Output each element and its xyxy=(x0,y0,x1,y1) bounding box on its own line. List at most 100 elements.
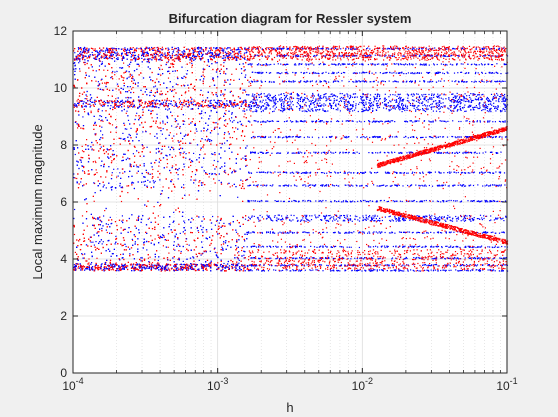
bifurcation-point xyxy=(100,165,102,167)
bifurcation-point xyxy=(79,159,81,161)
bifurcation-point xyxy=(147,200,149,202)
bifurcation-point xyxy=(139,164,141,166)
bifurcation-point xyxy=(95,140,97,142)
bifurcation-point xyxy=(166,61,168,64)
bifurcation-point xyxy=(116,224,118,227)
bifurcation-point xyxy=(117,57,119,59)
bifurcation-point xyxy=(73,226,75,228)
bifurcation-point xyxy=(168,146,170,148)
bifurcation-point xyxy=(91,266,93,268)
bifurcation-point xyxy=(82,222,84,224)
bifurcation-point xyxy=(134,48,136,50)
bifurcation-point xyxy=(81,100,84,102)
bifurcation-point xyxy=(196,130,198,132)
bifurcation-point xyxy=(131,52,134,54)
bifurcation-point xyxy=(191,66,193,68)
bifurcation-point xyxy=(114,103,116,105)
bifurcation-point xyxy=(243,257,245,259)
bifurcation-point xyxy=(235,127,237,129)
bifurcation-point xyxy=(73,173,75,175)
bifurcation-point xyxy=(138,232,140,234)
bifurcation-point xyxy=(222,265,224,267)
bifurcation-point xyxy=(190,231,192,234)
bifurcation-point xyxy=(73,233,76,236)
bifurcation-point xyxy=(234,269,236,271)
bifurcation-point xyxy=(233,54,235,56)
bifurcation-point xyxy=(207,128,209,130)
bifurcation-point xyxy=(215,62,217,64)
bifurcation-point xyxy=(126,110,128,112)
bifurcation-point xyxy=(134,82,136,84)
bifurcation-point xyxy=(125,249,127,251)
bifurcation-point xyxy=(141,48,143,51)
bifurcation-point xyxy=(218,119,220,121)
bifurcation-point xyxy=(161,145,164,147)
bifurcation-point xyxy=(179,60,181,62)
bifurcation-point xyxy=(116,70,118,73)
bifurcation-point xyxy=(213,47,215,49)
bifurcation-point xyxy=(164,145,166,147)
bifurcation-point xyxy=(242,183,244,185)
bifurcation-point xyxy=(161,193,163,195)
bifurcation-point xyxy=(159,265,161,267)
bifurcation-point xyxy=(73,85,75,87)
bifurcation-point xyxy=(246,246,248,248)
bifurcation-point xyxy=(160,48,162,50)
bifurcation-point xyxy=(158,256,160,258)
bifurcation-point xyxy=(186,100,188,102)
bifurcation-point xyxy=(229,144,231,146)
bifurcation-point xyxy=(103,166,105,168)
bifurcation-point xyxy=(237,269,239,271)
bifurcation-point xyxy=(201,220,203,222)
bifurcation-point xyxy=(74,59,76,61)
bifurcation-point xyxy=(74,103,76,105)
bifurcation-point xyxy=(100,105,102,107)
bifurcation-point xyxy=(152,94,154,96)
bifurcation-point xyxy=(226,140,228,142)
bifurcation-point xyxy=(99,138,101,141)
bifurcation-point xyxy=(175,155,177,157)
bifurcation-point xyxy=(220,226,222,228)
bifurcation-point xyxy=(197,55,199,57)
bifurcation-point xyxy=(167,259,169,261)
bifurcation-point xyxy=(245,117,247,119)
bifurcation-point xyxy=(155,159,157,161)
bifurcation-point xyxy=(185,240,187,242)
bifurcation-point xyxy=(173,244,175,246)
bifurcation-point xyxy=(200,51,202,53)
bifurcation-point xyxy=(157,170,159,172)
bifurcation-point xyxy=(201,229,203,231)
bifurcation-point xyxy=(188,50,191,52)
bifurcation-point xyxy=(227,263,229,265)
bifurcation-point xyxy=(124,153,126,155)
bifurcation-point xyxy=(172,140,174,142)
bifurcation-point xyxy=(242,130,244,132)
bifurcation-point xyxy=(166,257,169,259)
bifurcation-point xyxy=(173,135,175,137)
bifurcation-point xyxy=(115,48,117,50)
bifurcation-point xyxy=(142,145,144,147)
bifurcation-point xyxy=(184,142,187,144)
bifurcation-point xyxy=(82,254,84,256)
bifurcation-point xyxy=(134,60,136,62)
bifurcation-point xyxy=(171,125,173,127)
bifurcation-point xyxy=(77,98,79,101)
bifurcation-point xyxy=(126,48,128,51)
bifurcation-point xyxy=(130,61,132,63)
bifurcation-point xyxy=(177,52,179,54)
bifurcation-point xyxy=(165,55,167,57)
bifurcation-point xyxy=(149,256,151,258)
bifurcation-point xyxy=(137,107,139,109)
bifurcation-point xyxy=(142,107,144,109)
bifurcation-point xyxy=(94,76,96,78)
bifurcation-point xyxy=(243,264,245,266)
bifurcation-point xyxy=(195,246,197,248)
bifurcation-point xyxy=(86,49,88,51)
bifurcation-point xyxy=(206,231,208,233)
bifurcation-point xyxy=(231,73,233,75)
bifurcation-point xyxy=(191,265,193,267)
bifurcation-point xyxy=(91,51,93,54)
bifurcation-point xyxy=(92,144,94,146)
bifurcation-point xyxy=(95,56,97,58)
bifurcation-point xyxy=(115,241,117,243)
